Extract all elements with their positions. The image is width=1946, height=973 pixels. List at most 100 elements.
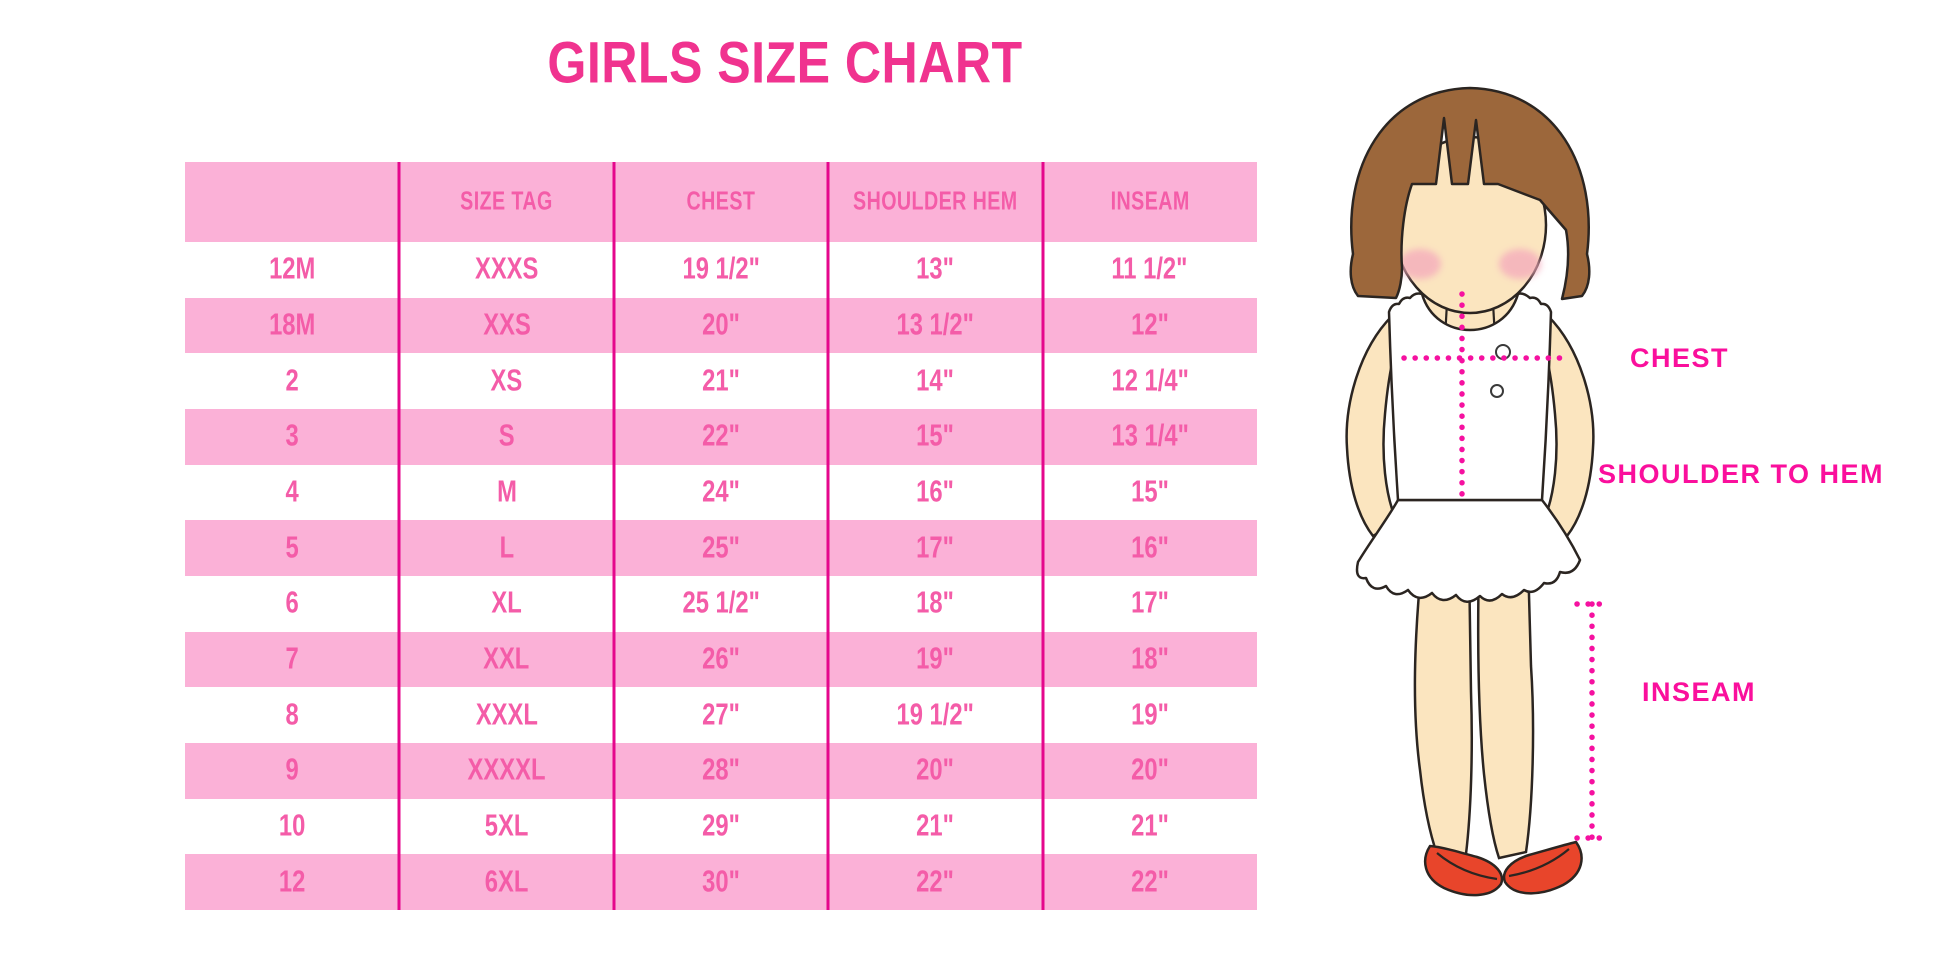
table-cell: 21" [702,363,740,398]
table-row: 7 XXL 26" 19" 18" [185,631,1257,688]
table-cell: 20" [916,753,955,788]
table-cell: 13" [916,252,955,287]
column-divider [397,162,401,910]
table-cell: 15" [916,419,955,454]
table-cell: 26" [702,642,740,676]
table-cell: 21" [1130,809,1169,843]
table-cell: 10 [278,809,306,843]
table-cell: 22" [1130,864,1169,899]
table-cell: 16" [1130,530,1169,565]
table-cell: 12" [1130,308,1169,342]
table-cell: XXL [483,642,530,676]
table-cell: 18M [269,308,316,342]
table-cell: 5XL [484,809,529,843]
table-cell: 24" [702,475,740,509]
table-row: 3 S 22" 15" 13 1/4" [185,409,1257,465]
table-cell: 22" [916,864,955,899]
hair [1349,86,1591,301]
table-row: 12M XXXS 19 1/2" 13" 11 1/2" [185,242,1257,298]
table-header-cell [185,162,399,242]
table-cell: 22" [702,419,740,454]
table-cell: 21" [916,809,955,843]
table-cell: 3 [285,419,299,454]
table-cell: S [498,419,515,454]
table-cell: 12 1/4" [1111,363,1189,398]
arm-left [1345,314,1406,538]
table-row: 8 XXXL 27" 19 1/2" 19" [185,687,1257,744]
table-header-cell: INSEAM [1110,187,1190,216]
table-cell: 6 [285,586,299,621]
table-cell: 25" [702,530,740,565]
table-cell: 16" [916,475,955,509]
table-cell: XL [491,586,522,621]
table-cell: 20" [702,308,740,342]
table-cell: 27" [702,697,740,732]
column-divider [826,162,830,910]
table-cell: 30" [702,864,740,899]
table-row: 12 6XL 30" 22" 22" [185,854,1257,911]
table-cell: XXS [482,308,531,342]
table-cell: 18" [916,586,955,621]
table-cell: 28" [702,753,740,788]
table-cell: 6XL [484,864,529,899]
column-divider [612,162,616,910]
table-cell: 19" [916,642,955,676]
table-cell: 2 [285,363,299,398]
table-cell: 19 1/2" [896,697,975,732]
table-cell: 5 [285,530,299,565]
table-row: 18M XXS 20" 13 1/2" 12" [185,297,1257,354]
column-divider [1041,162,1045,910]
dress-button-bottom [1490,384,1504,398]
table-cell: M [496,475,517,509]
girl-illustration [1345,86,1611,897]
table-row: 4 M 24" 16" 15" [185,464,1257,521]
table-cell: L [499,530,514,565]
table-cell: 15" [1130,475,1169,509]
blush-left [1399,249,1441,279]
table-cell: XXXS [474,252,539,287]
table-header-cell: CHEST [686,187,756,216]
table-header-cell: SIZE TAG [460,187,553,216]
table-header-row: SIZE TAG CHEST SHOULDER HEM INSEAM [185,162,1257,242]
measurement-lines [1401,291,1611,841]
table-cell: XS [490,363,523,398]
table-row: 2 XS 21" 14" 12 1/4" [185,353,1257,410]
table-row: 6 XL 25 1/2" 18" 17" [185,576,1257,632]
table-cell: 13 1/2" [896,308,975,342]
table-cell: XXXL [475,697,538,732]
table-cell: 12 [278,864,306,899]
skirt-ruffle [1355,498,1582,603]
page-title: GIRLS SIZE CHART [385,30,1185,96]
table-cell: 4 [285,475,299,509]
inseam-label: INSEAM [1642,677,1757,707]
shoulder-to-hem-label: SHOULDER TO HEM [1598,459,1885,489]
table-cell: 12M [269,252,316,287]
chest-label: CHEST [1630,343,1730,373]
table-header-cell: SHOULDER HEM [853,187,1018,216]
table-cell: 25 1/2" [682,586,760,621]
table-cell: 11 1/2" [1111,252,1188,287]
table-row: 9 XXXXL 28" 20" 20" [185,743,1257,799]
size-table: SIZE TAG CHEST SHOULDER HEM INSEAM 12M XXXS 19… [185,162,1257,911]
blush-right [1499,249,1541,279]
table-cell: 18" [1130,642,1169,676]
shoes [1423,840,1583,897]
table-cell: 20" [1130,753,1169,788]
table-cell: 29" [702,809,740,843]
table-cell: 14" [916,363,955,398]
table-cell: 7 [285,642,299,676]
leg-right [1476,558,1535,860]
dress-bodice [1387,292,1553,502]
table-cell: 19" [1130,697,1169,732]
table-cell: 9 [285,753,299,788]
table-cell: 17" [916,530,955,565]
table-cell: 17" [1130,586,1169,621]
leg-left [1413,558,1474,856]
table-cell: XXXXL [467,753,546,788]
table-cell: 8 [285,697,299,732]
table-row: 10 5XL 29" 21" 21" [185,798,1257,855]
table-cell: 19 1/2" [682,252,760,287]
page-title-text: GIRLS SIZE CHART [547,30,1023,96]
table-cell: 13 1/4" [1111,419,1189,454]
